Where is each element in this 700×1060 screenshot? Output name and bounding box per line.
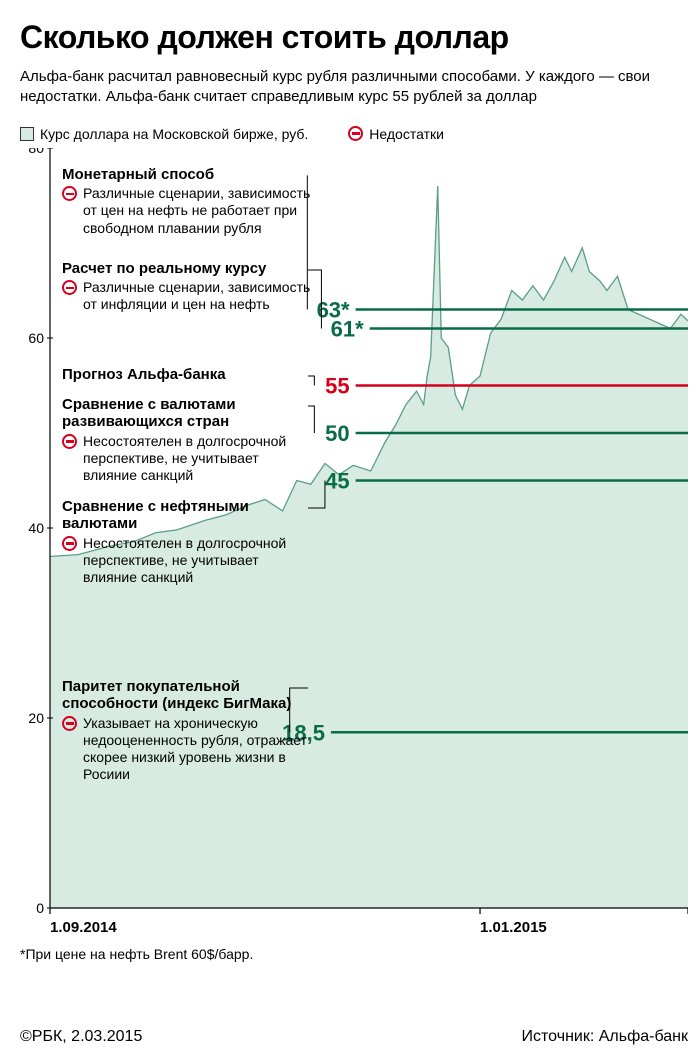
minus-icon [62,280,77,295]
y-tick-80: 80 [28,148,44,156]
annotation-desc-text: Несостоятелен в долгосрочной перспективе… [83,433,314,484]
annotation-desc: Различные сценарии, зависимость от цен н… [62,185,314,236]
y-tick-20: 20 [28,710,44,726]
copyright: ©РБК, 2.03.2015 [20,1028,142,1046]
annotation-oilfx: Сравнение с нефтяными валютамиНесостояте… [62,498,314,587]
hline-value-oilfx: 45 [325,468,349,493]
annotation-title: Монетарный способ [62,166,314,184]
annotation-desc: Различные сценарии, зависимость от инфля… [62,279,314,313]
minus-icon [62,186,77,201]
x-tick-label: 1.01.2015 [480,919,547,936]
y-tick-60: 60 [28,330,44,346]
y-tick-40: 40 [28,520,44,536]
annotation-title: Паритет покупательной способности (индек… [62,678,314,713]
minus-icon [62,716,77,731]
annotation-alfa: Прогноз Альфа-банка [62,366,314,386]
subtitle: Альфа-банк расчитал равновесный курс руб… [20,67,680,108]
annotation-desc-text: Различные сценарии, зависимость от цен н… [83,185,314,236]
page-title: Сколько должен стоить доллар [20,20,688,55]
minus-icon [62,434,77,449]
footnote: *При цене на нефть Brent 60$/барр. [20,946,688,962]
chart: 63*61*55504518,50204060801.09.20141.01.2… [20,148,688,938]
annotation-title: Расчет по реальному курсу [62,260,314,278]
legend-area-label: Курс доллара на Московской бирже, руб. [40,126,308,142]
annotation-title: Сравнение с нефтяными валютами [62,498,314,533]
annotation-title: Сравнение с валютами развивающихся стран [62,396,314,431]
area-swatch-icon [20,127,34,141]
hline-value-emfx: 50 [325,421,349,446]
legend-minus-label: Недостатки [369,126,444,142]
annotation-desc-text: Указывает на хроническую недооцененность… [83,715,314,783]
source: Источник: Альфа-банк [522,1028,688,1046]
annotation-ppp: Паритет покупательной способности (индек… [62,678,314,784]
annotation-desc-text: Несостоятелен в долгосрочной перспективе… [83,535,314,586]
annotation-emfx: Сравнение с валютами развивающихся стран… [62,396,314,485]
annotation-monetary: Монетарный способРазличные сценарии, зав… [62,166,314,237]
legend-minus-item: Недостатки [348,126,444,142]
source-value: Альфа-банк [599,1028,688,1045]
minus-icon [348,126,363,141]
legend-area-item: Курс доллара на Московской бирже, руб. [20,126,308,142]
hline-value-alfa: 55 [325,373,349,398]
minus-icon [62,536,77,551]
annotation-title: Прогноз Альфа-банка [62,366,314,384]
y-tick-0: 0 [36,900,44,916]
annotation-desc-text: Различные сценарии, зависимость от инфля… [83,279,314,313]
annotation-desc: Несостоятелен в долгосрочной перспективе… [62,433,314,484]
annotation-desc: Указывает на хроническую недооцененность… [62,715,314,783]
annotation-desc: Несостоятелен в долгосрочной перспективе… [62,535,314,586]
legend: Курс доллара на Московской бирже, руб. Н… [20,126,688,142]
x-tick-label: 1.09.2014 [50,919,117,936]
source-label: Источник: [522,1028,595,1045]
hline-value-realrate: 61* [331,316,364,341]
footer: ©РБК, 2.03.2015 Источник: Альфа-банк [20,1028,688,1046]
annotation-realrate: Расчет по реальному курсуРазличные сцена… [62,260,314,314]
